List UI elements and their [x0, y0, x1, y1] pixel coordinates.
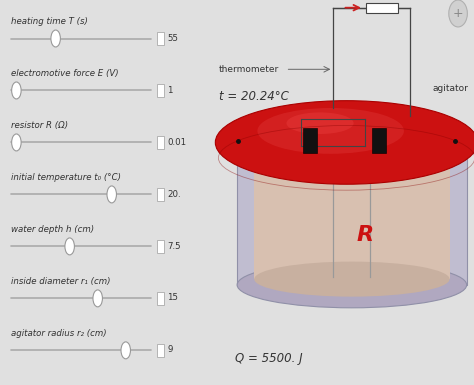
Text: 9: 9 — [167, 345, 173, 355]
Text: thermometer: thermometer — [219, 65, 280, 74]
Text: water depth h (cm): water depth h (cm) — [11, 225, 94, 234]
Ellipse shape — [215, 101, 474, 184]
Text: inside diameter r₁ (cm): inside diameter r₁ (cm) — [11, 277, 110, 286]
Ellipse shape — [254, 262, 449, 296]
Ellipse shape — [254, 141, 449, 176]
Text: R: R — [356, 225, 374, 245]
Text: 1: 1 — [167, 85, 173, 95]
Text: 7.5: 7.5 — [167, 241, 181, 251]
Text: Q = 5500. J: Q = 5500. J — [235, 352, 303, 365]
Text: 20.: 20. — [167, 189, 181, 199]
Text: electromotive force E (V): electromotive force E (V) — [11, 69, 118, 78]
Ellipse shape — [237, 262, 467, 308]
Circle shape — [51, 30, 60, 47]
Bar — [157, 136, 164, 149]
Bar — [157, 188, 164, 201]
Bar — [157, 32, 164, 45]
Polygon shape — [237, 158, 467, 285]
Circle shape — [93, 290, 102, 307]
Bar — [157, 344, 164, 357]
Circle shape — [107, 186, 117, 203]
Text: initial temperature t₀ (°C): initial temperature t₀ (°C) — [11, 173, 121, 182]
Text: agitator radius r₂ (cm): agitator radius r₂ (cm) — [11, 329, 106, 338]
Circle shape — [121, 342, 130, 359]
Text: resistor R (Ω): resistor R (Ω) — [11, 121, 68, 130]
Ellipse shape — [257, 108, 404, 154]
Ellipse shape — [286, 112, 354, 134]
Text: 15: 15 — [167, 293, 178, 303]
Bar — [157, 84, 164, 97]
Bar — [157, 292, 164, 305]
Bar — [157, 240, 164, 253]
Text: t = 20.24°C: t = 20.24°C — [219, 90, 289, 103]
Circle shape — [65, 238, 74, 255]
Text: agitator: agitator — [433, 84, 469, 93]
Circle shape — [12, 134, 21, 151]
Bar — [372, 128, 386, 153]
Circle shape — [12, 82, 21, 99]
Text: 55: 55 — [167, 33, 178, 43]
Bar — [366, 3, 398, 12]
Polygon shape — [254, 158, 449, 279]
Text: 0.01: 0.01 — [167, 137, 186, 147]
Circle shape — [449, 0, 467, 27]
Bar — [303, 128, 317, 153]
Text: +: + — [453, 7, 464, 20]
Text: heating time T (s): heating time T (s) — [11, 17, 88, 26]
